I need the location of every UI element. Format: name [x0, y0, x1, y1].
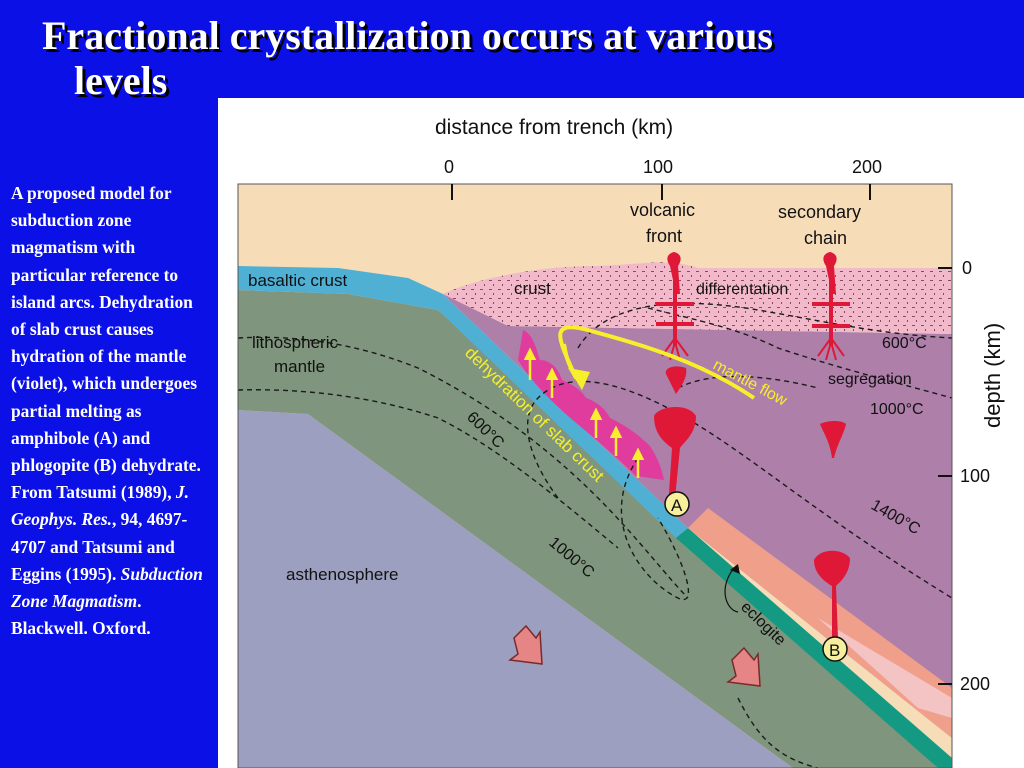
mantle-flow-line [558, 325, 756, 400]
marker-a [664, 491, 690, 517]
label-chain: chain [804, 228, 847, 248]
dehydration-arrows [523, 347, 645, 478]
marker-a-label: A [671, 496, 683, 515]
slide-title-line-1: Fractional crystallization occurs at var… [42, 13, 773, 58]
top-tick-0: 0 [444, 157, 454, 177]
asthenosphere-flow-arrows [508, 624, 761, 687]
label-secondary: secondary [778, 202, 861, 222]
caption-book: Subduction Zone Magmatism [11, 563, 203, 612]
top-tick-100: 100 [643, 157, 673, 177]
label-crust: crust [514, 279, 551, 298]
magma-bodies [654, 252, 850, 638]
slide-title-line-2: levels [74, 57, 168, 103]
slab-teal-band [676, 528, 952, 768]
top-axis-title: distance from trench (km) [435, 116, 673, 139]
label-1000c-right: 1000°C [870, 401, 924, 418]
isotherms [237, 302, 953, 768]
basaltic-crust-band [238, 266, 688, 538]
eclogite-strip [688, 508, 952, 738]
label-front: front [646, 226, 682, 246]
label-asthenosphere: asthenosphere [286, 565, 398, 584]
label-volcanic: volcanic [630, 200, 695, 220]
caption-text-3: . Blackwell. Oxford. [11, 591, 151, 639]
depth-tick-200: 200 [960, 674, 990, 694]
marker-b-label: B [829, 641, 840, 660]
label-lithospheric: lithospheric [252, 333, 338, 352]
figure-panel: distance from trench (km) 0 100 200 dept… [218, 98, 1024, 768]
right-axis-title: depth (km) [980, 323, 1005, 428]
caption-journal: J. Geophys. Res. [11, 482, 189, 530]
top-tick-200: 200 [852, 157, 882, 177]
subduction-diagram: distance from trench (km) 0 100 200 dept… [237, 116, 1005, 768]
label-differentation: differentation [696, 281, 788, 298]
figure-caption: A proposed model for subduction zone mag… [11, 180, 211, 642]
asthenosphere-zone [238, 410, 793, 768]
marker-b [822, 636, 848, 662]
label-600c-right: 600°C [882, 335, 927, 352]
slide-title: Fractional crystallization occurs at var… [42, 13, 942, 104]
label-basaltic-crust: basaltic crust [248, 271, 347, 290]
caption-text-1: A proposed model for subduction zone mag… [11, 183, 201, 503]
label-mantle: mantle [274, 357, 325, 376]
lithospheric-mantle-zone [238, 290, 938, 768]
depth-tick-0: 0 [962, 258, 972, 278]
depth-tick-100: 100 [960, 466, 990, 486]
caption-text-2: , 94, 4697-4707 and Tatsumi and Eggins (… [11, 509, 188, 584]
label-segregation: segregation [828, 371, 912, 388]
